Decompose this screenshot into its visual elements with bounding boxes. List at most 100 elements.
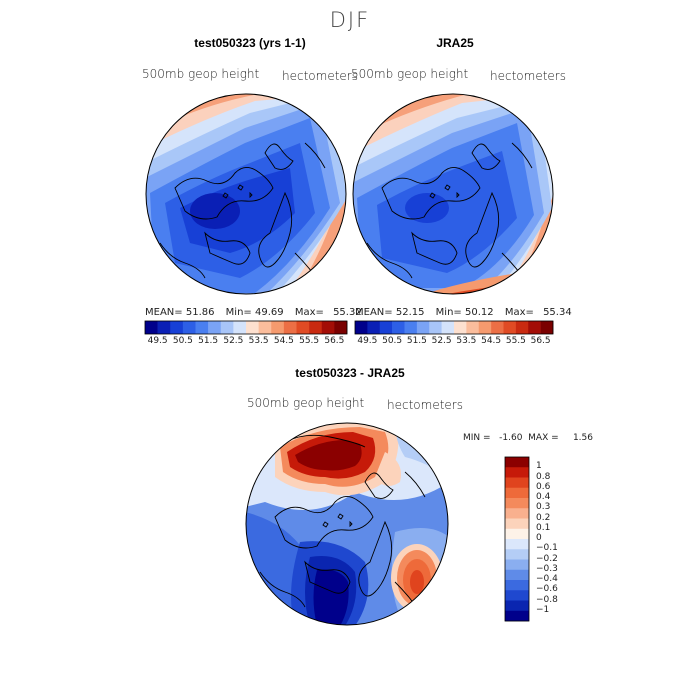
diff-colorbar-tick-label: −0.6 <box>536 584 558 595</box>
panel-2-mean-value: 52.15 <box>395 307 425 318</box>
diff-colorbar-swatch <box>505 528 529 540</box>
panel-1-colorbar-swatch <box>170 321 184 334</box>
panel-2-colorbar-tick-label: 49.5 <box>357 336 378 346</box>
diff-colorbar-swatch <box>505 467 529 478</box>
panel-2-colorbar-tick-label: 50.5 <box>382 336 403 346</box>
diff-colorbar-tick-label: −0.3 <box>536 563 558 574</box>
diff-colorbar-swatch <box>505 487 529 499</box>
panel-2-colorbar-swatch <box>429 321 442 334</box>
diff-colorbar-tick-label: −0.1 <box>536 543 558 554</box>
diff-colorbar-swatch <box>505 559 529 571</box>
panel-2-colorbar-swatch <box>491 321 504 334</box>
panel-2-stats: MEAN= 52.15 Min= 50.12 Max= 55.34 <box>355 307 572 318</box>
panel-2-colorbar-swatch <box>441 321 455 334</box>
panel-1-mean-label: MEAN= <box>145 307 183 318</box>
diff-colorbar-tick-label: 0.8 <box>536 471 551 482</box>
panel-2-colorbar-tick-label: 53.5 <box>456 336 477 346</box>
diff-colorbar-swatch <box>505 590 529 601</box>
panel-1-colorbar-tick-label: 55.5 <box>299 336 320 346</box>
diff-colorbar-tick-label: 0.6 <box>536 481 551 492</box>
panel-2-colorbar-swatch <box>355 321 368 334</box>
diff-colorbar-border <box>504 456 530 622</box>
panel-1-colorbar-swatch <box>309 321 323 334</box>
diff-colorbar-tick-label: −0.2 <box>536 553 558 564</box>
panel-1-colorbar-swatch <box>271 321 285 334</box>
diff-colorbar-swatch <box>505 518 529 530</box>
diff-panel-colorbar <box>504 456 530 622</box>
panel-1-colorbar-tick-label: 56.5 <box>324 336 345 346</box>
panel-2-colorbar-tick-label: 52.5 <box>431 336 452 346</box>
diff-panel-colorbar-ticks: 1 0.8 0.6 0.4 0.3 0.2 0.1 0 −0.1 −0.2 −0.3 −0.4 −0.6… <box>536 457 576 621</box>
diff-colorbar-swatch <box>505 610 529 622</box>
panel-1-colorbar-swatch <box>220 321 234 334</box>
diff-colorbar-tick-label: 0 <box>536 533 542 543</box>
diff-colorbar-tick-label: −1 <box>536 604 550 615</box>
panel-1-colorbar-swatch <box>283 321 297 334</box>
panel-2-colorbar-border <box>354 320 554 335</box>
panel-1-colorbar-ticks: 49.5 50.5 51.5 52.5 53.5 54.5 55.5 56.5 <box>145 336 347 348</box>
panel-2-colorbar-swatch <box>540 321 554 334</box>
panel-2-max-value: 55.34 <box>543 307 572 318</box>
panel-1-colorbar-border <box>144 320 348 335</box>
diff-panel-title: test050323 - JRA25 <box>295 366 405 380</box>
panel-1-colorbar-tick-label: 50.5 <box>172 336 193 346</box>
diff-colorbar-swatch <box>505 508 529 519</box>
panel-1-max-value: 55.32 <box>333 307 362 318</box>
panel-2-polar-map <box>352 93 554 295</box>
diff-colorbar-tick-label: −0.4 <box>536 574 558 584</box>
diff-colorbar-tick-label: 1 <box>536 461 542 472</box>
panel-2-mean-label: MEAN= <box>355 307 393 318</box>
diff-colorbar-swatch <box>505 580 529 591</box>
panel-1-colorbar-swatch <box>195 321 209 334</box>
diff-panel-polar-map <box>245 422 449 626</box>
diff-colorbar-swatch <box>505 457 529 468</box>
panel-2-colorbar-tick-label: 56.5 <box>530 336 551 346</box>
panel-2-max-label: Max= <box>504 307 534 318</box>
diff-panel-units-label: hectometers <box>387 398 463 412</box>
diff-colorbar-swatch <box>505 569 529 581</box>
panel-1-colorbar-swatch <box>233 321 247 334</box>
panel-2-colorbar-tick-label: 54.5 <box>481 336 502 346</box>
diff-colorbar-tick-label: 0.4 <box>536 492 551 502</box>
panel-2-colorbar <box>354 320 554 335</box>
panel-1-max-label: Max= <box>294 307 324 318</box>
panel-2-colorbar-ticks: 49.5 50.5 51.5 52.5 53.5 54.5 55.5 56.5 <box>355 336 553 348</box>
panel-1-mean-value: 51.86 <box>185 307 215 318</box>
panel-1-colorbar-swatch <box>157 321 171 334</box>
panel-1-colorbar-swatch <box>246 321 259 334</box>
panel-1-colorbar-tick-label: 54.5 <box>273 336 294 346</box>
diff-colorbar-swatch <box>505 600 529 612</box>
panel-2-colorbar-swatch <box>404 321 418 334</box>
panel-2-colorbar-swatch <box>466 321 480 334</box>
panel-1-colorbar-tick-label: 52.5 <box>223 336 244 346</box>
diff-panel-field-label: 500mb geop height <box>247 396 365 410</box>
panel-1-field-label: 500mb geop height <box>142 67 260 81</box>
panel-1-colorbar-swatch <box>145 321 158 334</box>
diff-colorbar-swatch <box>505 539 529 550</box>
panel-2-colorbar-swatch <box>367 321 381 334</box>
diff-panel-stats: MIN = -1.60 MAX = 1.56 <box>463 433 593 443</box>
diff-colorbar-swatch <box>505 549 529 560</box>
panel-2-colorbar-swatch <box>392 321 405 334</box>
panel-2-colorbar-swatch <box>416 321 430 334</box>
panel-1-colorbar-swatch <box>208 321 222 334</box>
panel-1-min-value: 49.69 <box>254 307 284 318</box>
panel-2-colorbar-swatch <box>528 321 541 334</box>
diff-colorbar-swatch <box>505 477 529 489</box>
diff-colorbar-tick-label: 0.1 <box>536 522 551 533</box>
panel-2-field-label: 500mb geop height <box>351 67 469 81</box>
panel-1-units-label: hectometers <box>282 69 358 83</box>
panel-2-colorbar-swatch <box>515 321 529 334</box>
panel-2-min-label: Min= <box>435 307 462 318</box>
panel-1-title: test050323 (yrs 1-1) <box>194 36 306 50</box>
diff-colorbar-tick-label: 0.2 <box>536 512 551 523</box>
panel-1-colorbar <box>144 320 348 335</box>
panel-2-colorbar-tick-label: 51.5 <box>406 336 427 346</box>
panel-2-colorbar-swatch <box>379 321 393 334</box>
panel-2-colorbar-swatch <box>503 321 517 334</box>
panel-1-colorbar-tick-label: 51.5 <box>198 336 219 346</box>
panel-1-colorbar-swatch <box>334 321 348 334</box>
panel-1-stats: MEAN= 51.86 Min= 49.69 Max= 55.32 <box>145 307 362 318</box>
panel-1-colorbar-swatch <box>258 321 272 334</box>
panel-2-title: JRA25 <box>436 36 474 50</box>
